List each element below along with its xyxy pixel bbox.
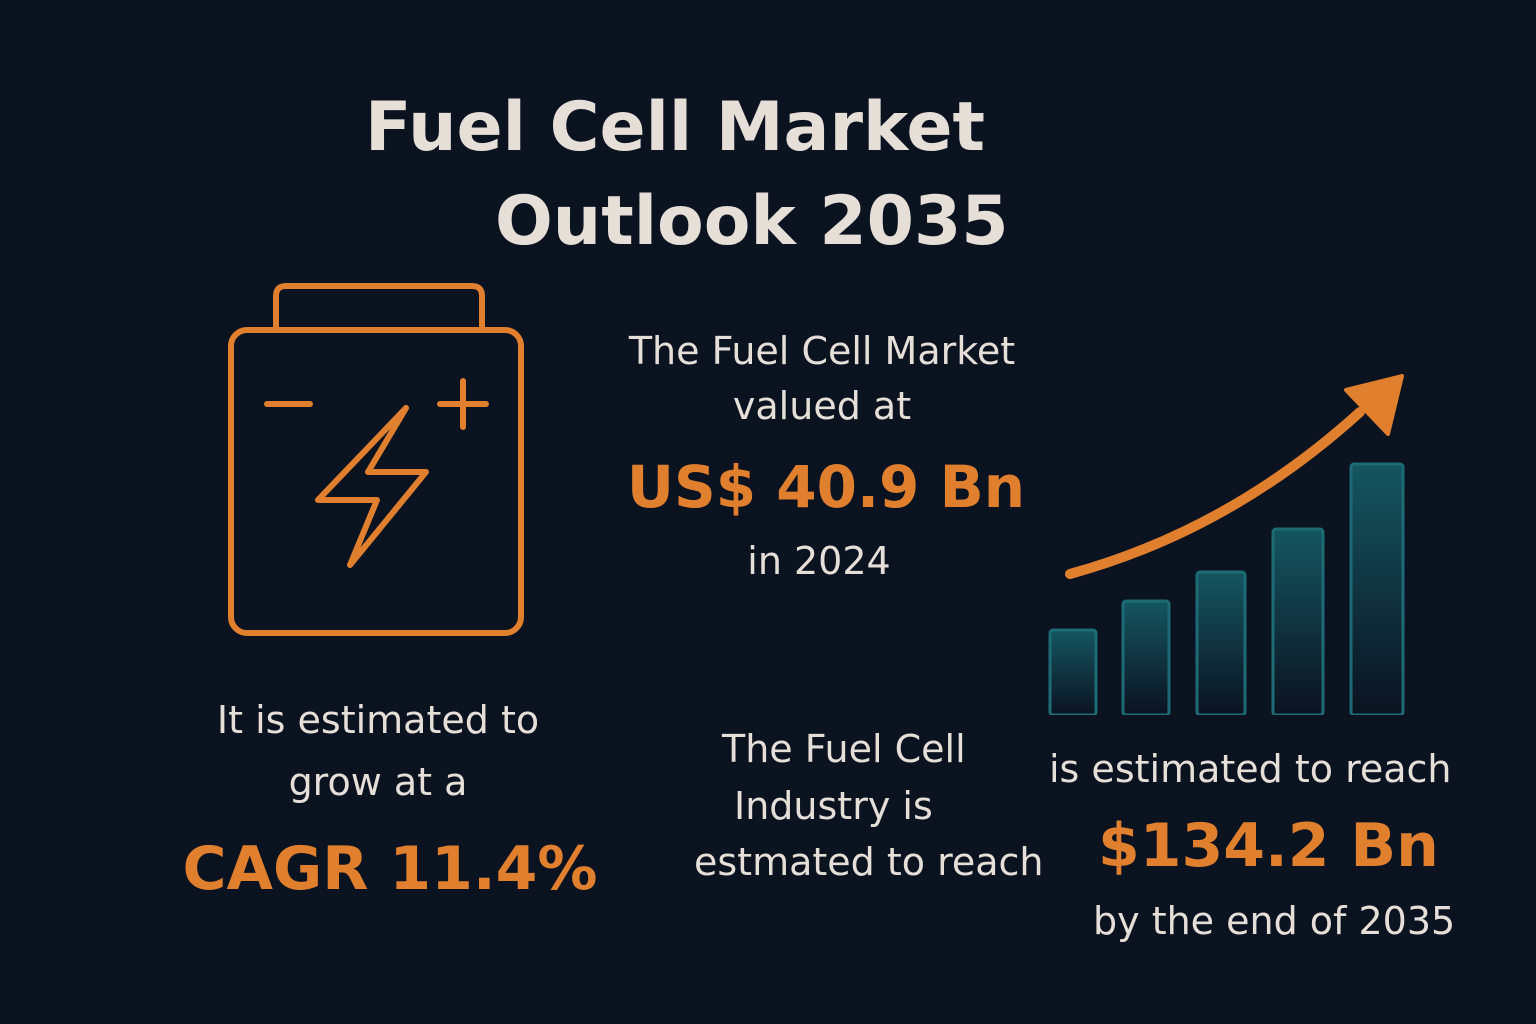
title-line-2: Outlook 2035	[495, 182, 1009, 261]
valuation-line-2: valued at	[732, 384, 912, 428]
growth-line-1: It is estimated to	[216, 698, 540, 742]
forecast-value: $134.2 Bn	[1098, 811, 1439, 881]
title-line-1: Fuel Cell Market	[365, 88, 986, 167]
industry-line-3: estmated to reach	[694, 840, 1044, 884]
cagr-value: CAGR 11.4%	[182, 834, 598, 904]
valuation-value: US$ 40.9 Bn	[626, 453, 1026, 521]
forecast-line-2: by the end of 2035	[1093, 899, 1456, 943]
valuation-line-1: The Fuel Cell Market	[628, 329, 1016, 373]
growth-line-2: grow at a	[288, 760, 468, 804]
battery-bolt-icon	[228, 283, 524, 636]
growth-chart-icon	[1048, 374, 1405, 715]
industry-line-2: Industry is	[734, 784, 933, 828]
forecast-line-1: is estimated to reach	[1049, 747, 1452, 791]
valuation-year: in 2024	[747, 539, 891, 583]
growth-bars	[1048, 462, 1405, 715]
industry-line-1: The Fuel Cell	[722, 727, 966, 771]
